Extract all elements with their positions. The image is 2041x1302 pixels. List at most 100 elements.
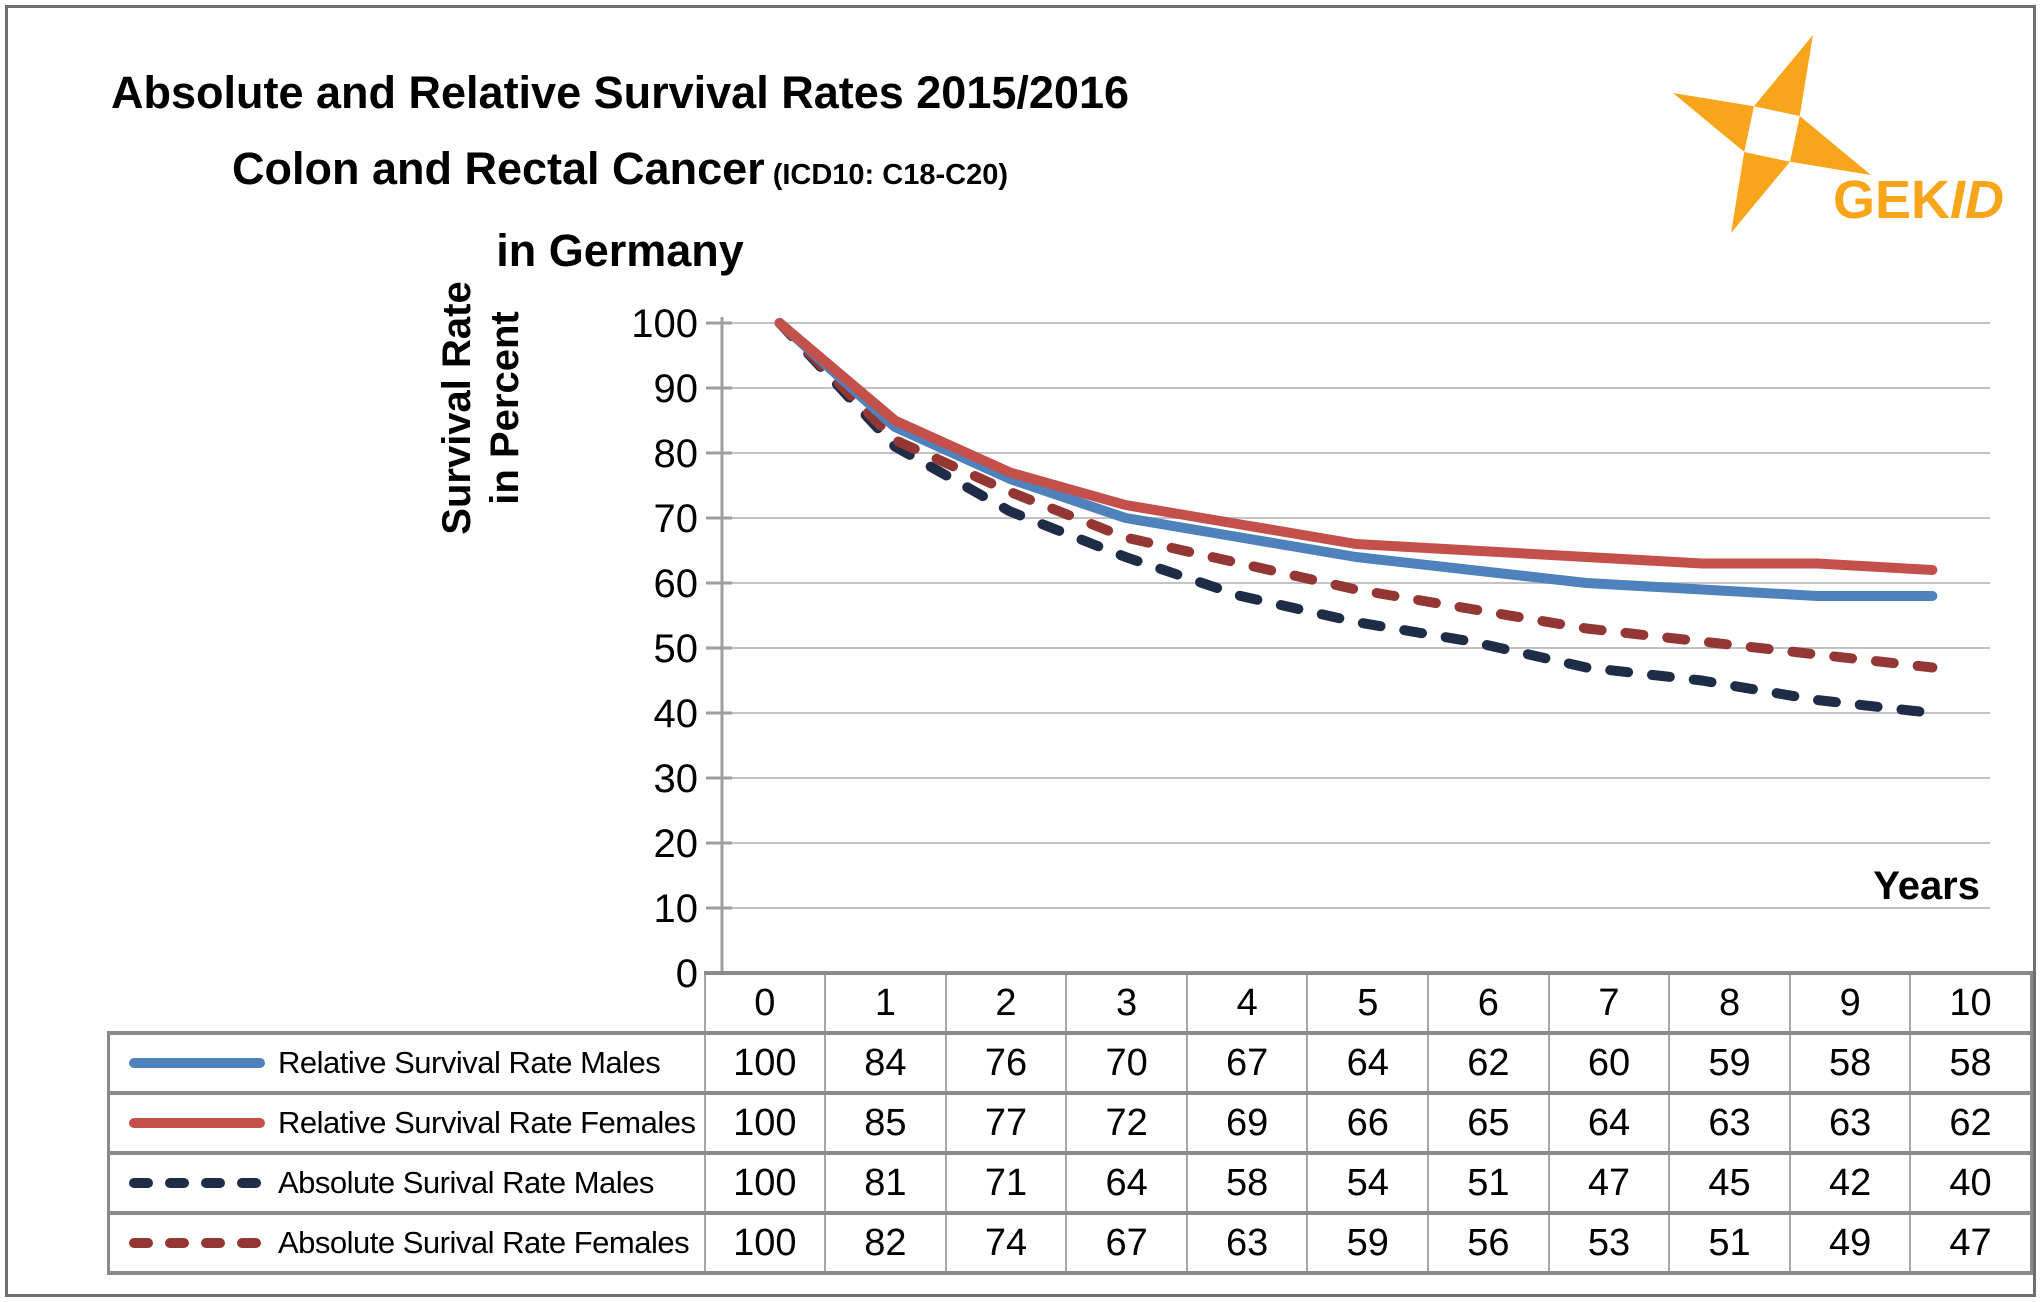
year-header-cell: 9 [1788,971,1912,1035]
logo-text-id: ID [1950,170,2004,230]
logo-text: GEKID [1833,170,2004,230]
value-cell: 63 [1788,1091,1912,1155]
value-cell: 53 [1547,1211,1671,1275]
value-cell: 100 [703,1031,827,1095]
year-header-cell: 5 [1306,971,1430,1035]
y-tick-label: 70 [654,497,699,541]
value-cell: 56 [1427,1211,1550,1275]
series-line-1 [774,318,1938,575]
value-cell: 51 [1427,1151,1550,1215]
year-header-cell: 6 [1427,971,1550,1035]
solid-line-sample-icon [129,1058,265,1068]
value-cell: 84 [824,1031,947,1095]
year-header-cell: 10 [1909,971,2033,1035]
y-tick-label: 100 [631,302,698,346]
value-cell: 67 [1185,1031,1309,1095]
value-cell: 49 [1788,1211,1912,1275]
value-cell: 100 [703,1091,827,1155]
y-tick-label: 0 [676,952,698,996]
value-cell: 77 [944,1091,1068,1155]
year-header-cell: 7 [1547,971,1671,1035]
value-cell: 70 [1065,1031,1188,1095]
year-header-cell: 0 [703,971,827,1035]
value-cell: 59 [1668,1031,1791,1095]
value-cell: 63 [1668,1091,1791,1155]
value-cell: 74 [944,1211,1068,1275]
value-cell: 66 [1306,1091,1430,1155]
title-line-3: in Germany [496,225,744,276]
x-axis-title: Years [1873,864,1980,908]
year-header-cell: 4 [1185,971,1309,1035]
legend-entry: Relative Survival Rate Males [112,1045,703,1081]
dashed-line-sample-icon [129,1238,265,1248]
solid-line-sample-icon [129,1118,265,1128]
legend-entry: Relative Survival Rate Females [112,1105,703,1141]
value-cell: 85 [824,1091,947,1155]
table-row: Relative Survival Rate Males 100 84 76 70 67 6… [107,1031,2033,1095]
table-row: Relative Survival Rate Females 100 85 77 72 6… [107,1091,2033,1155]
value-cell: 82 [824,1211,947,1275]
y-tick-label: 20 [654,822,699,866]
value-cell: 100 [703,1151,827,1215]
value-cell: 42 [1788,1151,1912,1215]
value-cell: 62 [1427,1031,1550,1095]
gekid-logo: GEKID [1673,35,2004,233]
table-row: Absolute Surival Rate Males 100 81 71 64 58 54… [107,1151,2033,1215]
value-cell: 76 [944,1031,1068,1095]
value-cell: 67 [1065,1211,1188,1275]
value-cell: 81 [824,1151,947,1215]
value-cell: 45 [1668,1151,1791,1215]
legend-entry: Absolute Surival Rate Males [112,1165,703,1201]
value-cell: 64 [1065,1151,1188,1215]
series-line-0 [774,318,1938,601]
table-corner-cell [109,973,705,1033]
value-cell: 58 [1788,1031,1912,1095]
value-cell: 64 [1547,1091,1671,1155]
title-line-1: Absolute and Relative Survival Rates 201… [111,67,1129,118]
dashed-line-sample-icon [129,1178,265,1188]
year-header-cell: 2 [944,971,1068,1035]
value-cell: 58 [1909,1031,2033,1095]
data-table: 0 1 2 3 4 5 6 7 8 9 10 Relative Survival Rate Males… [107,971,2033,1275]
legend-label: Relative Survival Rate Females [278,1105,696,1140]
series-line-2 [774,318,1938,718]
value-cell: 60 [1547,1031,1671,1095]
title-line-2-icd-code: (ICD10: C18-C20) [764,159,1008,191]
value-cell: 72 [1065,1091,1188,1155]
y-tick-label: 30 [654,757,699,801]
legend-entry: Absolute Surival Rate Females [112,1225,703,1261]
value-cell: 47 [1547,1151,1671,1215]
value-cell: 71 [944,1151,1068,1215]
y-tick-label: 80 [654,432,699,476]
y-tick-label: 10 [654,887,699,931]
legend-label: Absolute Surival Rate Males [278,1165,654,1200]
legend-cell: Absolute Surival Rate Males [107,1151,706,1215]
legend-cell: Relative Survival Rate Males [107,1031,706,1095]
value-cell: 65 [1427,1091,1550,1155]
title-line-2-main: Colon and Rectal Cancer [232,143,765,194]
value-cell: 51 [1668,1211,1791,1275]
table-row: Absolute Surival Rate Females 100 82 74 67 63… [107,1211,2033,1275]
y-tick-label: 40 [654,692,699,736]
chart-title: Absolute and Relative Survival Rates 201… [60,55,1180,289]
legend-label: Absolute Surival Rate Females [278,1225,690,1260]
value-cell: 64 [1306,1031,1430,1095]
value-cell: 54 [1306,1151,1430,1215]
value-cell: 69 [1185,1091,1309,1155]
title-line-2: Colon and Rectal Cancer (ICD10: C18-C20) [60,131,1180,213]
value-cell: 100 [703,1211,827,1275]
legend-cell: Absolute Surival Rate Females [107,1211,706,1275]
value-cell: 47 [1909,1211,2033,1275]
y-tick-label: 90 [654,367,699,411]
year-header-cell: 8 [1668,971,1791,1035]
y-tick-label: 50 [654,627,699,671]
legend-cell: Relative Survival Rate Females [107,1091,706,1155]
logo-text-gek: GEK [1833,170,1950,230]
value-cell: 63 [1185,1211,1309,1275]
y-tick-label: 60 [654,562,699,606]
table-header-row: 0 1 2 3 4 5 6 7 8 9 10 [109,971,2033,1035]
year-header-cell: 1 [824,971,947,1035]
value-cell: 40 [1909,1151,2033,1215]
table-body: 0 1 2 3 4 5 6 7 8 9 10 Relative Survival Rate Males… [107,971,2033,1275]
